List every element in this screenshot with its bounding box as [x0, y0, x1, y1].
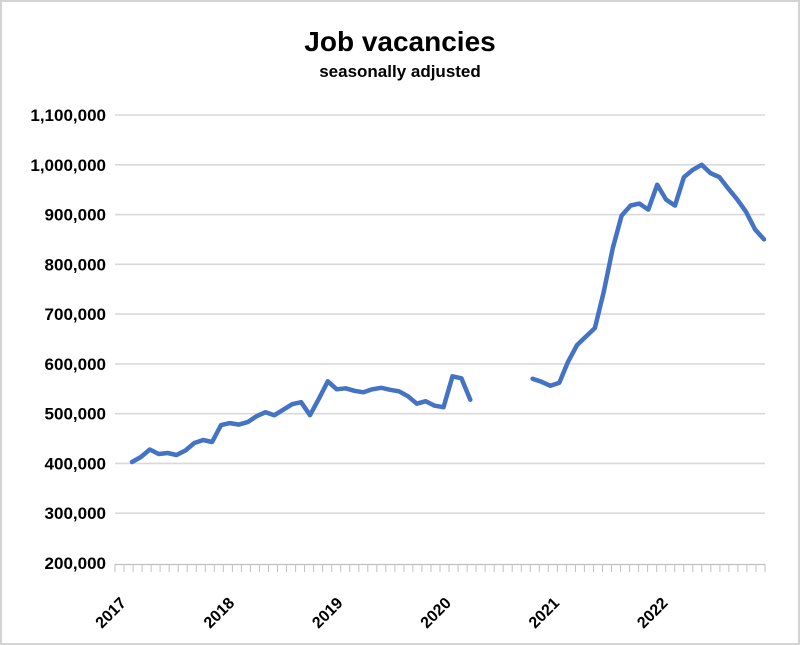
y-axis-tick-label: 500,000 — [45, 405, 106, 424]
vacancies-series — [129, 162, 767, 465]
x-axis-labels: 2017 2018 2019 2020 2021 2022 — [93, 595, 672, 632]
x-axis-year-label: 2020 — [418, 595, 455, 632]
y-axis-labels: 200,000 300,000 400,000 500,000 600,000 700,0… — [30, 106, 106, 573]
x-axis-year-label: 2017 — [93, 595, 130, 632]
x-axis-year-label: 2019 — [309, 595, 346, 632]
series-line-segment-2 — [530, 162, 767, 389]
y-axis-tick-label: 1,000,000 — [30, 156, 106, 175]
x-axis-year-label: 2018 — [201, 595, 238, 632]
x-axis-year-label: 2022 — [634, 595, 671, 632]
y-axis-tick-label: 900,000 — [45, 206, 106, 225]
chart-title: Job vacancies — [304, 26, 496, 57]
gridlines — [115, 114, 765, 515]
y-axis-tick-label: 1,100,000 — [30, 106, 106, 125]
y-axis-tick-label: 200,000 — [45, 554, 106, 573]
y-axis-tick-label: 400,000 — [45, 454, 106, 473]
x-axis — [114, 563, 766, 572]
y-axis-tick-label: 700,000 — [45, 305, 106, 324]
series-line-segment-1 — [129, 374, 473, 465]
y-axis-tick-label: 600,000 — [45, 355, 106, 374]
y-axis-tick-label: 300,000 — [45, 504, 106, 523]
x-axis-year-label: 2021 — [526, 595, 563, 632]
chart-subtitle: seasonally adjusted — [319, 62, 481, 81]
y-axis-tick-label: 800,000 — [45, 255, 106, 274]
